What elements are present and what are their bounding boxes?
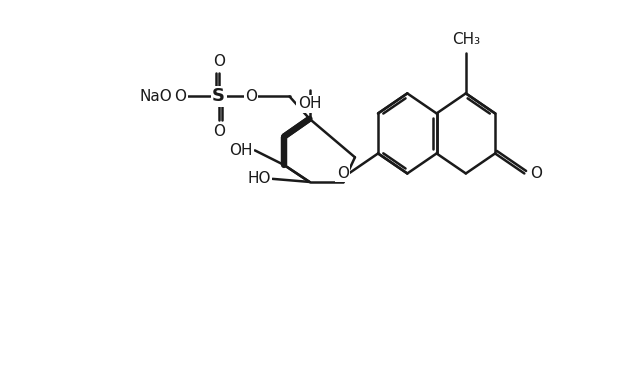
Text: O: O [174,89,186,104]
Text: O: O [337,166,349,181]
Text: NaO: NaO [140,89,172,104]
Text: HO: HO [248,171,271,186]
Text: O: O [531,166,543,181]
Text: O: O [212,54,225,69]
Text: OH: OH [298,96,321,111]
Text: S: S [212,88,225,105]
Text: O: O [212,124,225,139]
Text: OH: OH [229,143,253,158]
Text: CH₃: CH₃ [452,32,480,47]
Text: O: O [245,89,257,104]
